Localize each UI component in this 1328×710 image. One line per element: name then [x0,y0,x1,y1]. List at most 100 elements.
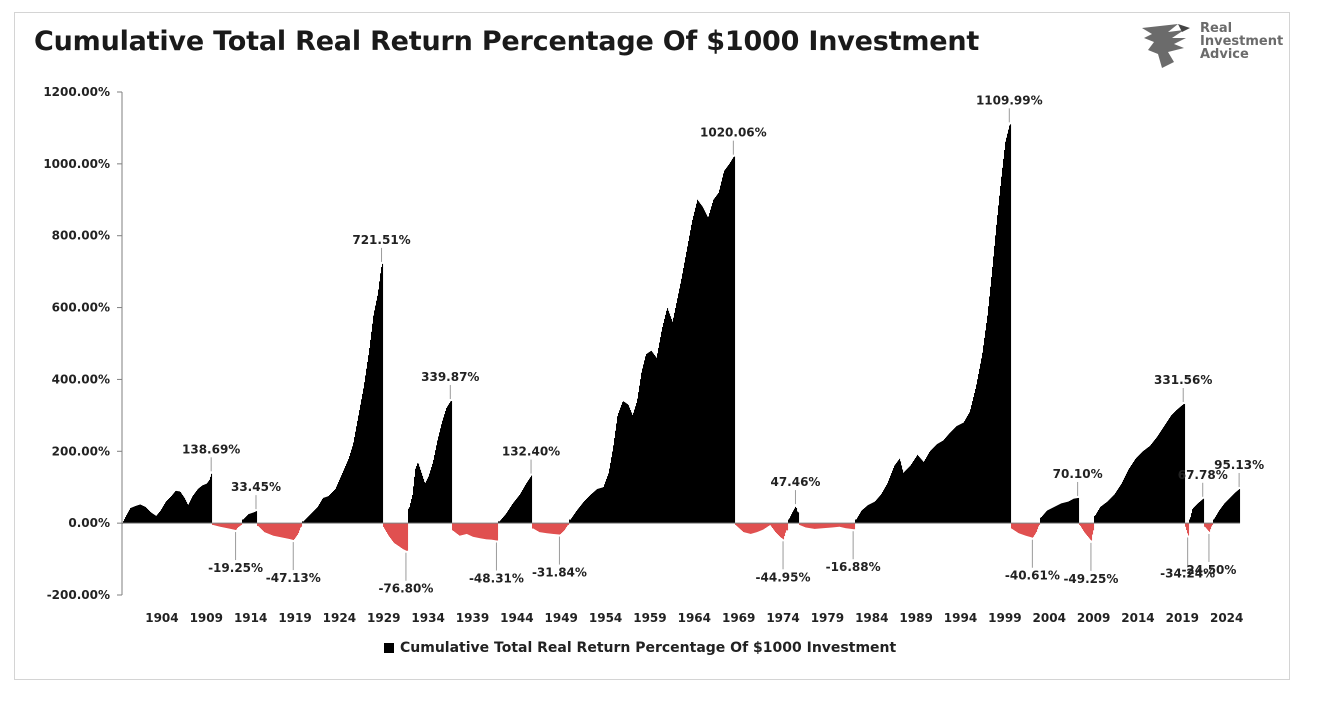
data-bar-positive [931,449,933,524]
data-bar-positive [427,478,429,524]
data-bar-negative [824,523,826,529]
data-bar-positive [878,497,880,524]
data-bar-positive [977,379,979,524]
data-bar-positive [1213,519,1215,524]
data-bar-positive [989,296,991,524]
data-bar-positive [197,489,199,524]
data-bar-negative [849,523,851,529]
data-bar-positive [858,515,860,524]
data-bar-negative [388,523,390,536]
data-bar-positive [1115,492,1117,524]
data-bar-positive [162,507,164,524]
data-bar-negative [828,523,830,528]
x-tick-label: 2004 [1033,611,1066,625]
data-bar-positive [650,351,652,524]
data-bar-negative [814,523,816,529]
data-bar-positive [580,505,582,524]
data-bar-positive [619,410,621,524]
data-bar-positive [797,511,799,524]
data-bar-positive [574,513,576,524]
data-bar-positive [921,459,923,524]
data-bar-positive [1230,497,1232,524]
data-bar-positive [732,158,734,524]
data-bar-positive [201,486,203,524]
data-bar-negative [475,523,477,538]
data-bar-positive [1176,410,1178,524]
annotation-label: 339.87% [421,370,479,384]
data-bar-positive [681,278,683,524]
data-bar-negative [841,523,843,528]
data-bar-negative [476,523,478,538]
data-bar-positive [519,495,521,524]
data-bar-negative [1210,523,1212,530]
data-bar-positive [1219,510,1221,524]
data-bar-positive [593,492,595,524]
data-bar-positive [196,490,198,524]
data-bar-positive [896,462,898,524]
data-bar-positive [334,489,336,524]
data-bar-positive [146,507,148,524]
data-bar-negative [273,523,275,536]
data-bar-positive [572,516,574,524]
data-bar-positive [1063,502,1065,524]
data-bar-positive [1232,495,1234,524]
data-bar-positive [1062,503,1064,524]
data-bar-positive [990,286,992,524]
data-bar-positive [614,438,616,524]
data-bar-positive [920,458,922,524]
data-bar-negative [800,523,802,526]
data-bar-negative [1033,523,1035,537]
data-bar-negative [460,523,462,536]
data-bar-positive [680,283,682,524]
data-bar-positive [1046,511,1048,524]
data-bar-positive [410,503,412,524]
data-bar-positive [303,521,305,524]
data-bar-negative [257,523,259,527]
data-bar-negative [290,523,292,540]
data-bar-positive [142,505,144,524]
data-bar-positive [451,401,453,524]
data-bar-positive [194,493,196,524]
data-bar-positive [349,456,351,524]
data-bar-positive [597,488,599,524]
data-bar-positive [523,488,525,524]
data-bar-positive [716,195,718,524]
data-bar-positive [1168,419,1170,524]
data-bar-positive [708,216,710,524]
data-bar-negative [286,523,288,539]
data-bar-positive [1175,411,1177,524]
data-bar-negative [461,523,463,536]
data-bar-negative [271,523,273,535]
data-bar-positive [202,485,204,524]
data-bar-positive [521,491,523,524]
data-bar-positive [350,452,352,524]
data-bar-positive [1146,448,1148,524]
data-bar-positive [963,422,965,524]
data-bar-positive [377,295,379,524]
data-bar-positive [913,460,915,524]
data-bar-positive [1122,481,1124,524]
data-bar-positive [723,173,725,524]
data-bar-positive [149,510,151,524]
data-bar-positive [1060,503,1062,524]
data-bar-negative [1020,523,1022,534]
data-bar-positive [1197,503,1199,524]
data-bar-positive [667,308,669,524]
data-bar-negative [1035,523,1037,534]
data-bar-positive [996,224,998,524]
data-bar-negative [288,523,290,539]
data-bar-positive [210,476,212,524]
data-bar-positive [507,511,509,524]
annotation-label: 1020.06% [700,126,767,140]
x-tick-label: 1914 [234,611,267,625]
data-bar-positive [1141,452,1143,524]
data-bar-positive [1116,491,1118,524]
data-bar-positive [345,466,347,524]
data-bar-positive [1053,507,1055,524]
data-bar-positive [700,203,702,524]
data-bar-negative [1028,523,1030,537]
data-bar-positive [1070,500,1072,524]
data-bar-positive [1041,517,1043,524]
data-bar-negative [232,523,234,530]
data-bar-positive [690,230,692,524]
